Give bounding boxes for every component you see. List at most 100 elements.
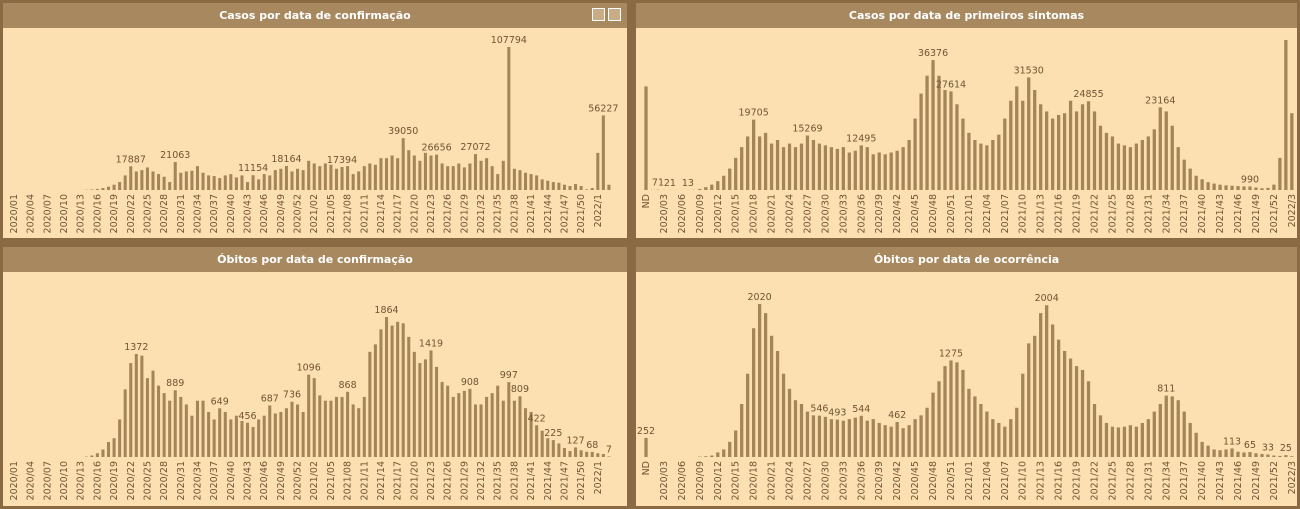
bar <box>1236 186 1240 190</box>
bar <box>728 441 732 457</box>
bar <box>574 184 578 190</box>
bar <box>384 158 389 190</box>
bar <box>955 104 959 190</box>
bar <box>568 186 572 190</box>
data-label: 252 <box>637 426 655 437</box>
bar <box>871 154 875 190</box>
bar <box>423 152 427 190</box>
bar <box>351 404 355 457</box>
bar <box>937 381 941 457</box>
data-label: 649 <box>211 396 229 407</box>
bar <box>1146 419 1150 457</box>
x-tick-label: 2020/15 <box>731 194 742 233</box>
menu-button[interactable] <box>608 8 621 21</box>
bar <box>173 390 177 457</box>
bar <box>763 313 768 457</box>
x-tick-label: 2020/33 <box>838 194 849 233</box>
bar <box>1170 125 1174 190</box>
bar <box>1284 40 1288 190</box>
bar <box>955 362 959 457</box>
x-tick-label: 2021/34 <box>1161 194 1172 233</box>
bar <box>859 415 863 457</box>
x-tick-label: 2020/49 <box>276 461 287 500</box>
x-tick-label: 2021/10 <box>1018 194 1029 233</box>
x-tick-label: 2021/17 <box>393 461 404 500</box>
bar <box>451 396 455 457</box>
expand-button[interactable] <box>592 8 605 21</box>
x-tick-label: 2022/1 <box>593 194 604 227</box>
bar <box>1074 111 1079 190</box>
data-label: 990 <box>1241 174 1259 185</box>
x-tick-label: 2021/26 <box>443 194 454 233</box>
bar <box>190 415 194 457</box>
x-tick-label: 2020/22 <box>126 461 137 500</box>
x-tick-label: 2020/34 <box>192 461 203 500</box>
x-tick-label: 2020/21 <box>767 461 778 500</box>
bar <box>590 451 594 457</box>
x-tick-label: 2020/34 <box>192 194 203 233</box>
bar <box>112 438 116 457</box>
bar <box>140 170 144 190</box>
bar <box>362 166 366 190</box>
bar <box>1068 358 1073 457</box>
bar <box>390 155 394 190</box>
x-tick-label: 2020/16 <box>92 194 103 233</box>
bar <box>368 351 372 457</box>
x-tick-label: 2021/38 <box>509 194 520 233</box>
data-label: 56227 <box>588 103 618 114</box>
bar <box>535 425 539 457</box>
bar <box>473 154 478 190</box>
x-tick-label: 2021/52 <box>1269 461 1280 500</box>
x-tick-label: 2022/3 <box>1287 194 1297 227</box>
bar <box>775 350 780 457</box>
bar <box>507 382 511 457</box>
bar <box>201 172 205 190</box>
bar <box>151 171 155 190</box>
bar <box>991 140 995 190</box>
bar <box>95 453 99 457</box>
bar <box>201 400 205 457</box>
bar <box>877 152 881 190</box>
x-tick-label: 2021/40 <box>1197 461 1208 500</box>
bar <box>1236 451 1240 457</box>
bar <box>967 388 971 457</box>
chart: 252 ND 2020/03 2020/06 2020/09 2020/12 2020/15… <box>637 292 1297 500</box>
bar <box>1146 136 1150 190</box>
x-tick-label: 2020/09 <box>695 194 706 233</box>
x-tick-label: 2020/43 <box>243 461 254 500</box>
bar <box>379 158 383 190</box>
x-tick-label: 2020/51 <box>946 194 957 233</box>
bar <box>728 168 732 190</box>
x-tick-label: 2021/25 <box>1107 461 1118 500</box>
data-label: 12495 <box>846 133 876 144</box>
bar <box>769 143 774 190</box>
bar <box>805 135 810 190</box>
bar <box>997 422 1001 457</box>
bar <box>799 143 804 190</box>
bar <box>931 392 935 457</box>
bar <box>961 118 965 190</box>
x-tick-label: 2021/50 <box>576 194 587 233</box>
bar <box>835 419 840 457</box>
data-label: 908 <box>461 377 479 388</box>
bar <box>479 160 483 190</box>
bar <box>190 170 194 190</box>
bar <box>507 47 511 190</box>
bar <box>257 179 261 190</box>
bar <box>1086 381 1091 457</box>
bar <box>179 172 183 190</box>
x-tick-label: 2020/10 <box>59 194 70 233</box>
data-label: 113 <box>1223 436 1241 447</box>
x-tick-label: 2020/40 <box>226 194 237 233</box>
data-label: 1864 <box>374 305 398 316</box>
data-label: 25 <box>1280 443 1292 454</box>
bar <box>195 400 200 457</box>
x-tick-label: 2020/12 <box>713 461 724 500</box>
x-tick-label: 2021/01 <box>964 461 975 500</box>
x-tick-label: 2021/40 <box>1197 194 1208 233</box>
bar <box>1254 187 1258 190</box>
x-tick-label: 2020/04 <box>26 194 37 233</box>
x-tick-label: 2020/01 <box>9 194 20 233</box>
bar <box>811 415 816 457</box>
bar <box>262 415 266 457</box>
